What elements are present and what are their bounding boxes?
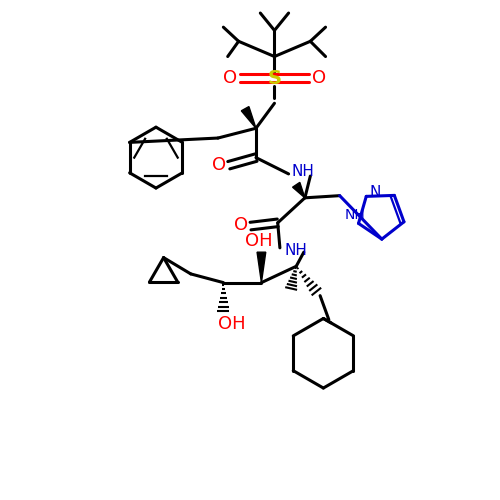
Text: O: O bbox=[312, 70, 326, 87]
Text: NH: NH bbox=[285, 242, 308, 258]
Polygon shape bbox=[242, 106, 256, 128]
Text: O: O bbox=[212, 156, 226, 174]
Text: O: O bbox=[223, 70, 237, 87]
Text: OH: OH bbox=[218, 315, 246, 333]
Text: NH: NH bbox=[345, 208, 366, 222]
Text: N: N bbox=[370, 184, 380, 200]
Text: S: S bbox=[268, 69, 281, 88]
Polygon shape bbox=[292, 182, 305, 198]
Polygon shape bbox=[257, 252, 266, 282]
Text: O: O bbox=[234, 216, 248, 234]
Text: NH: NH bbox=[292, 164, 314, 179]
Text: OH: OH bbox=[246, 232, 273, 250]
